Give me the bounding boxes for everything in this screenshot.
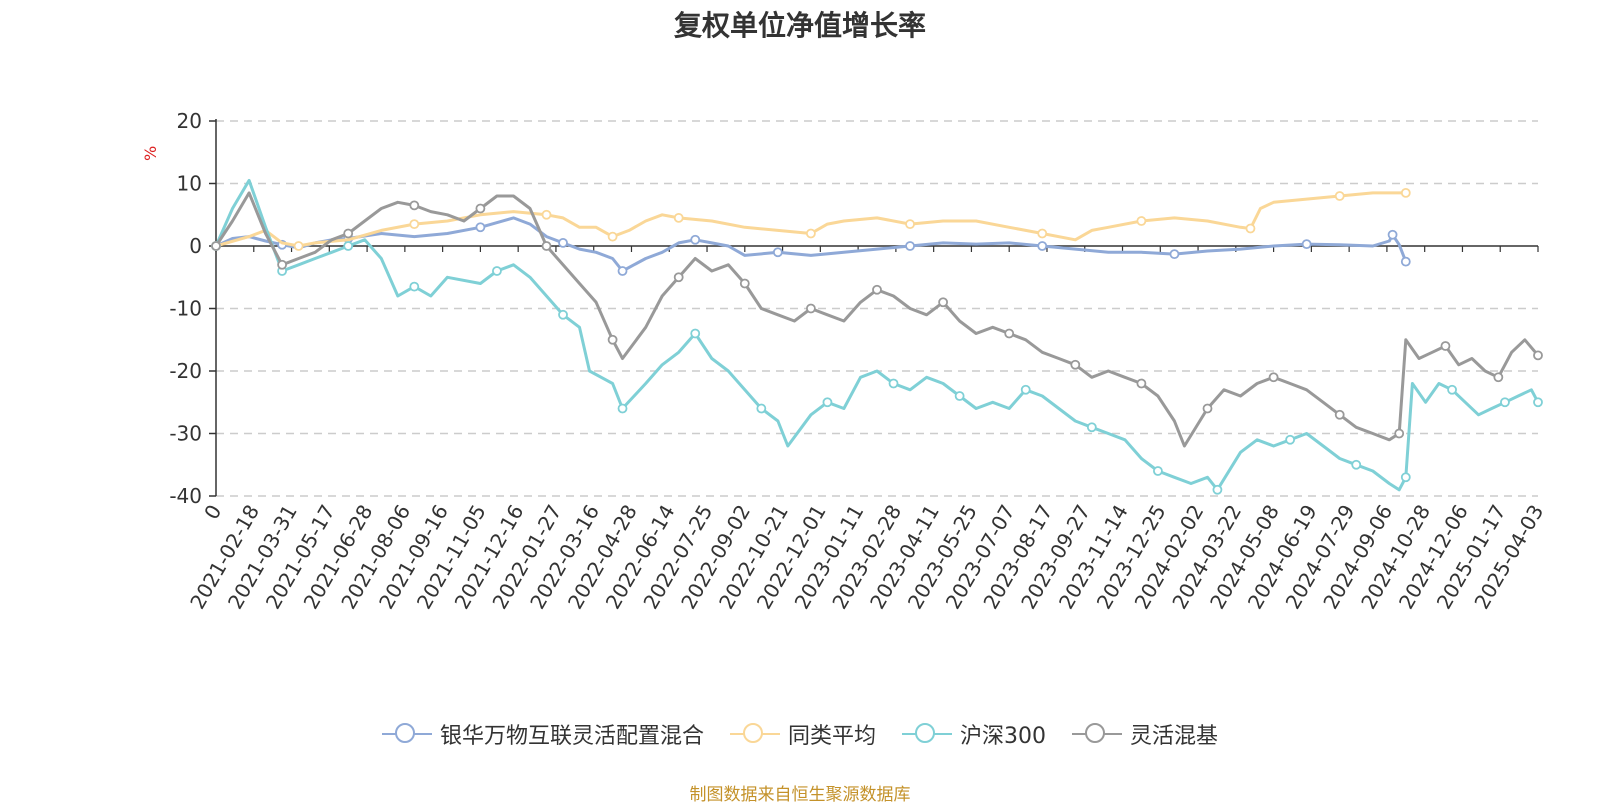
series-marker	[475, 222, 486, 233]
y-tick-label: 0	[189, 234, 202, 258]
series-marker	[1533, 350, 1543, 361]
series-marker	[343, 228, 354, 239]
legend-item-fund[interactable]: 银华万物互联灵活配置混合	[381, 718, 704, 750]
y-tick-label: -10	[169, 297, 202, 321]
y-tick-label: -30	[169, 422, 202, 446]
series-line	[214, 191, 1540, 448]
series-marker	[1245, 223, 1256, 234]
series-marker	[1004, 328, 1015, 339]
y-tick-label: 10	[177, 172, 202, 196]
series-marker	[1136, 216, 1147, 226]
series-marker	[905, 241, 915, 251]
y-tick-label: -20	[169, 359, 202, 383]
series-marker	[1400, 472, 1411, 483]
y-axis-unit-label: %	[141, 146, 160, 161]
series-marker	[558, 309, 568, 320]
legend-item-peer-average[interactable]: 同类平均	[729, 718, 876, 750]
series-marker	[293, 241, 304, 251]
series-marker	[1037, 241, 1048, 251]
series-marker	[541, 209, 552, 220]
series-marker	[1268, 372, 1279, 383]
series-marker	[1500, 397, 1510, 408]
series-marker	[1493, 372, 1504, 383]
series-marker	[1153, 466, 1163, 476]
series-marker	[739, 278, 750, 289]
legend-swatch-csi300	[902, 723, 952, 745]
series-marker	[822, 397, 833, 408]
series-marker	[1400, 187, 1411, 198]
series-marker	[905, 219, 915, 230]
series-marker	[756, 403, 767, 414]
series-line	[214, 191, 1408, 248]
series-marker	[673, 212, 684, 223]
series-marker	[1202, 403, 1213, 414]
legend-label-flexible-mixed: 灵活混基	[1130, 724, 1219, 749]
series-marker	[475, 203, 486, 214]
series-marker	[1394, 428, 1405, 439]
y-tick-label: 20	[177, 109, 202, 133]
series-marker	[1212, 484, 1223, 495]
series-marker	[1136, 378, 1147, 389]
series-marker	[409, 219, 420, 230]
series-marker	[954, 391, 965, 401]
series-marker	[1351, 459, 1362, 470]
series-marker	[558, 237, 568, 248]
series-marker	[617, 403, 628, 414]
series-marker	[690, 234, 701, 245]
legend-label-csi300: 沪深300	[960, 724, 1046, 749]
series-marker	[1086, 422, 1097, 433]
series-marker	[1169, 249, 1180, 260]
series-marker	[888, 378, 899, 389]
series-marker	[1447, 384, 1457, 395]
axes	[209, 119, 1539, 497]
chart-title: 复权单位净值增长率	[673, 9, 926, 42]
series-marker	[1400, 256, 1411, 267]
series-marker	[343, 241, 354, 251]
series-marker	[492, 266, 502, 276]
legend-item-flexible-mixed[interactable]: 灵活混基	[1072, 718, 1218, 750]
series-marker	[1440, 341, 1451, 351]
series-marker	[806, 228, 816, 239]
series-marker	[1070, 359, 1081, 370]
series-marker	[607, 334, 618, 345]
series-line	[214, 178, 1540, 492]
legend-label-fund: 银华万物互联灵活配置混合	[439, 724, 704, 749]
series-marker	[409, 200, 420, 211]
series-marker	[806, 303, 816, 314]
y-tick-label: -40	[169, 484, 202, 508]
data-source-note: 制图数据来自恒生聚源数据库	[689, 785, 911, 805]
series-marker	[277, 259, 288, 270]
legend: 银华万物互联灵活配置混合 同类平均 沪深300 灵活混基	[0, 718, 1600, 750]
series-marker	[617, 266, 628, 276]
grid-lines	[216, 120, 1538, 497]
legend-label-peer-average: 同类平均	[787, 724, 876, 749]
series-marker	[872, 284, 882, 295]
series-marker	[772, 247, 783, 258]
series-marker	[541, 241, 552, 251]
series-marker	[673, 272, 684, 283]
series-marker	[1301, 239, 1312, 250]
series-marker	[607, 231, 618, 242]
legend-swatch-peer-average	[729, 723, 780, 745]
series-marker	[1285, 434, 1296, 445]
series-marker	[1334, 409, 1345, 420]
legend-swatch-fund	[381, 723, 432, 745]
series-marker	[211, 241, 221, 251]
legend-swatch-flexible-mixed	[1072, 723, 1122, 745]
series-marker	[1387, 229, 1398, 240]
series-marker	[409, 281, 420, 292]
series-marker	[1334, 191, 1345, 201]
axis-labels: 20100-10-20-30-4002021-02-182021-03-3120…	[169, 109, 1548, 613]
series-marker	[690, 328, 701, 339]
x-tick-label: 0	[199, 501, 226, 524]
series-marker	[1533, 397, 1543, 408]
series-marker	[938, 297, 948, 308]
series-lines	[211, 178, 1543, 495]
series-marker	[1020, 384, 1031, 395]
series-marker	[1037, 228, 1048, 239]
legend-item-csi300[interactable]: 沪深300	[902, 718, 1046, 750]
